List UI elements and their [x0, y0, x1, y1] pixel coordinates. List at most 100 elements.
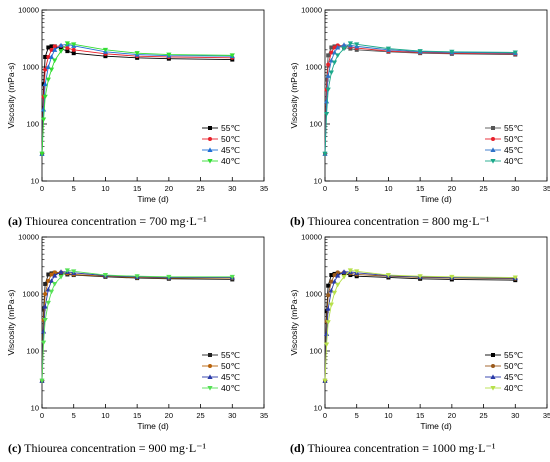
- data-point: [490, 147, 496, 152]
- legend-entry: 55℃: [202, 123, 240, 133]
- legend-label: 55℃: [504, 350, 523, 360]
- legend-label: 45℃: [504, 372, 523, 382]
- data-point: [417, 49, 423, 54]
- data-point: [326, 62, 331, 67]
- caption-text: Thiourea concentration = 900 mg·L⁻¹: [24, 441, 207, 455]
- data-point: [71, 47, 76, 52]
- legend-label: 45℃: [504, 145, 523, 155]
- data-point: [208, 364, 212, 368]
- x-tick-label: 25: [479, 411, 487, 420]
- x-tick-label: 10: [384, 411, 392, 420]
- legend-entry: 45℃: [202, 372, 240, 382]
- data-point: [42, 94, 48, 100]
- y-tick-label: 10: [314, 177, 322, 186]
- data-point: [229, 53, 235, 58]
- legend-entry: 40℃: [202, 383, 240, 393]
- x-tick-label: 25: [196, 411, 204, 420]
- data-point: [326, 293, 331, 298]
- legend: 55℃50℃45℃40℃: [485, 350, 523, 393]
- caption-text: Thiourea concentration = 700 mg·L⁻¹: [24, 214, 207, 228]
- legend-entry: 50℃: [202, 134, 240, 144]
- panel-letter: (b): [290, 214, 305, 228]
- legend-entry: 40℃: [485, 156, 523, 166]
- data-point: [323, 331, 330, 336]
- data-point: [58, 49, 64, 54]
- data-point: [58, 274, 64, 280]
- legend-label: 55℃: [221, 350, 240, 360]
- data-point: [52, 58, 58, 64]
- x-tick-label: 10: [384, 184, 392, 193]
- data-point: [329, 273, 334, 278]
- data-point: [331, 49, 338, 55]
- x-tick-label: 30: [511, 184, 519, 193]
- series-line: [41, 272, 233, 381]
- legend-entry: 40℃: [485, 383, 523, 393]
- data-point: [71, 269, 77, 274]
- panel-letter: (c): [8, 441, 22, 455]
- data-point: [52, 47, 58, 52]
- x-tick-label: 25: [479, 184, 487, 193]
- data-point: [48, 54, 55, 59]
- data-point: [48, 278, 55, 283]
- data-point: [102, 47, 109, 53]
- legend-entry: 55℃: [485, 123, 523, 133]
- x-tick-label: 30: [511, 411, 519, 420]
- data-point: [324, 77, 329, 82]
- data-point: [52, 273, 58, 278]
- plot-frame: [324, 9, 548, 182]
- y-tick-label: 10000: [18, 6, 39, 15]
- data-point: [323, 98, 330, 104]
- legend-label: 50℃: [221, 134, 240, 144]
- y-tick-label: 1000: [305, 63, 322, 72]
- data-series: [39, 41, 235, 157]
- data-point: [512, 50, 518, 56]
- chart-panel: 0 5 10 15 20 25 30 35 10 100 1000 10000 Time (d) Visc…: [289, 6, 550, 205]
- legend-label: 55℃: [221, 123, 240, 133]
- panel-letter: (d): [290, 441, 305, 455]
- legend-label: 45℃: [221, 372, 240, 382]
- data-point: [491, 353, 495, 357]
- data-point: [102, 273, 109, 278]
- data-point: [208, 137, 212, 141]
- data-point: [326, 283, 331, 288]
- data-point: [207, 159, 213, 164]
- data-point: [42, 81, 48, 87]
- series-line: [41, 269, 233, 381]
- x-tick-label: 35: [260, 184, 268, 193]
- y-tick-label: 100: [309, 120, 322, 129]
- y-tick-label: 10: [31, 404, 39, 413]
- x-tick-label: 15: [133, 184, 141, 193]
- plot-frame: [41, 9, 265, 182]
- x-tick-label: 15: [416, 411, 424, 420]
- x-tick-label: 10: [101, 184, 109, 193]
- x-tick-label: 15: [133, 411, 141, 420]
- data-point: [41, 306, 46, 311]
- data-point: [449, 49, 455, 55]
- data-point: [325, 320, 331, 325]
- data-series: [322, 268, 518, 384]
- y-tick-label: 10000: [301, 233, 322, 242]
- data-point: [326, 53, 331, 58]
- data-point: [43, 54, 48, 59]
- series-line: [41, 43, 233, 154]
- data-point: [134, 274, 140, 279]
- y-tick-label: 1000: [22, 290, 39, 299]
- legend-entry: 50℃: [485, 361, 523, 371]
- data-point: [42, 304, 48, 309]
- data-point: [325, 306, 331, 311]
- x-tick-label: 10: [101, 411, 109, 420]
- data-point: [331, 60, 338, 66]
- legend: 55℃50℃45℃40℃: [202, 350, 240, 393]
- data-point: [208, 353, 212, 357]
- series-line: [41, 271, 233, 381]
- data-point: [324, 309, 329, 314]
- x-tick-label: 20: [448, 411, 456, 420]
- series-line: [41, 45, 233, 154]
- x-axis-title: Time (d): [420, 421, 451, 431]
- x-tick-label: 5: [72, 411, 76, 420]
- data-point: [325, 73, 331, 78]
- y-tick-label: 10000: [301, 6, 322, 15]
- data-point: [43, 281, 48, 286]
- y-tick-label: 10000: [18, 233, 39, 242]
- data-point: [341, 42, 347, 47]
